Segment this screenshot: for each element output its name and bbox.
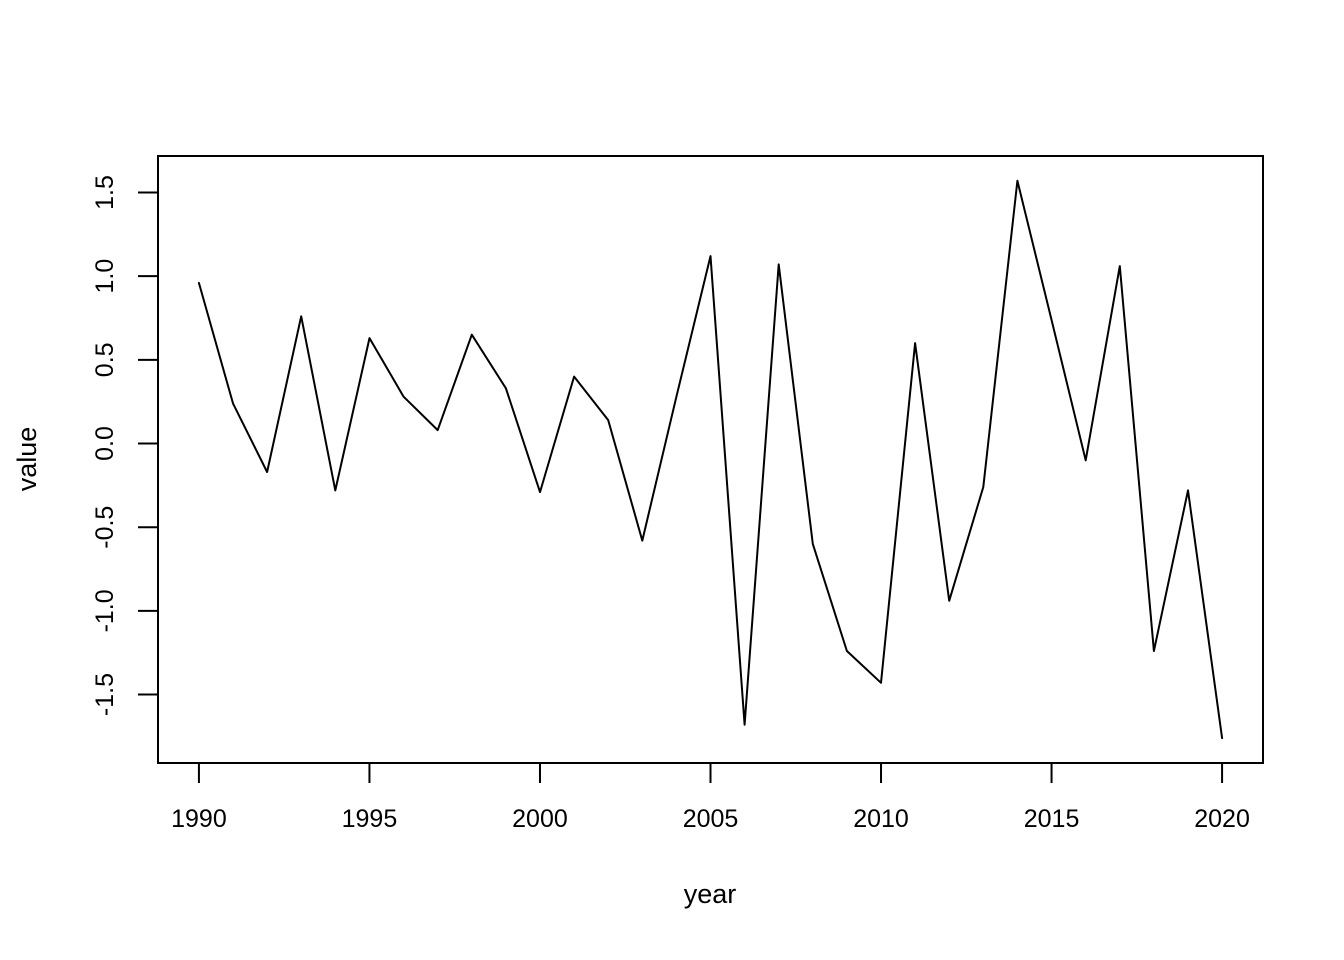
y-tick-label: -1.5 bbox=[91, 673, 119, 716]
y-axis: -1.5 -1.0 -0.5 0.0 0.5 1.0 1.5 bbox=[91, 175, 158, 716]
x-tick-label: 2010 bbox=[853, 805, 909, 833]
x-tick-label: 1995 bbox=[342, 805, 398, 833]
y-tick-label: 0.0 bbox=[91, 426, 119, 461]
y-tick-label: -0.5 bbox=[91, 506, 119, 549]
x-axis-title: year bbox=[684, 879, 737, 909]
y-tick-label: 1.5 bbox=[91, 175, 119, 210]
x-tick-label: 2015 bbox=[1024, 805, 1080, 833]
series-line bbox=[197, 179, 1224, 740]
plot-box bbox=[157, 155, 1264, 764]
y-tick-label: 1.0 bbox=[91, 259, 119, 294]
x-tick-label: 2020 bbox=[1194, 805, 1250, 833]
y-tick-label: -1.0 bbox=[91, 589, 119, 632]
y-axis-title: value bbox=[12, 427, 42, 492]
y-tick-label: 0.5 bbox=[91, 342, 119, 377]
series-group bbox=[197, 179, 1224, 740]
x-axis: 1990 1995 2000 2005 2010 2015 2020 bbox=[171, 763, 1250, 833]
x-tick-label: 2000 bbox=[512, 805, 568, 833]
x-tick-label: 2005 bbox=[683, 805, 739, 833]
x-tick-label: 1990 bbox=[171, 805, 227, 833]
